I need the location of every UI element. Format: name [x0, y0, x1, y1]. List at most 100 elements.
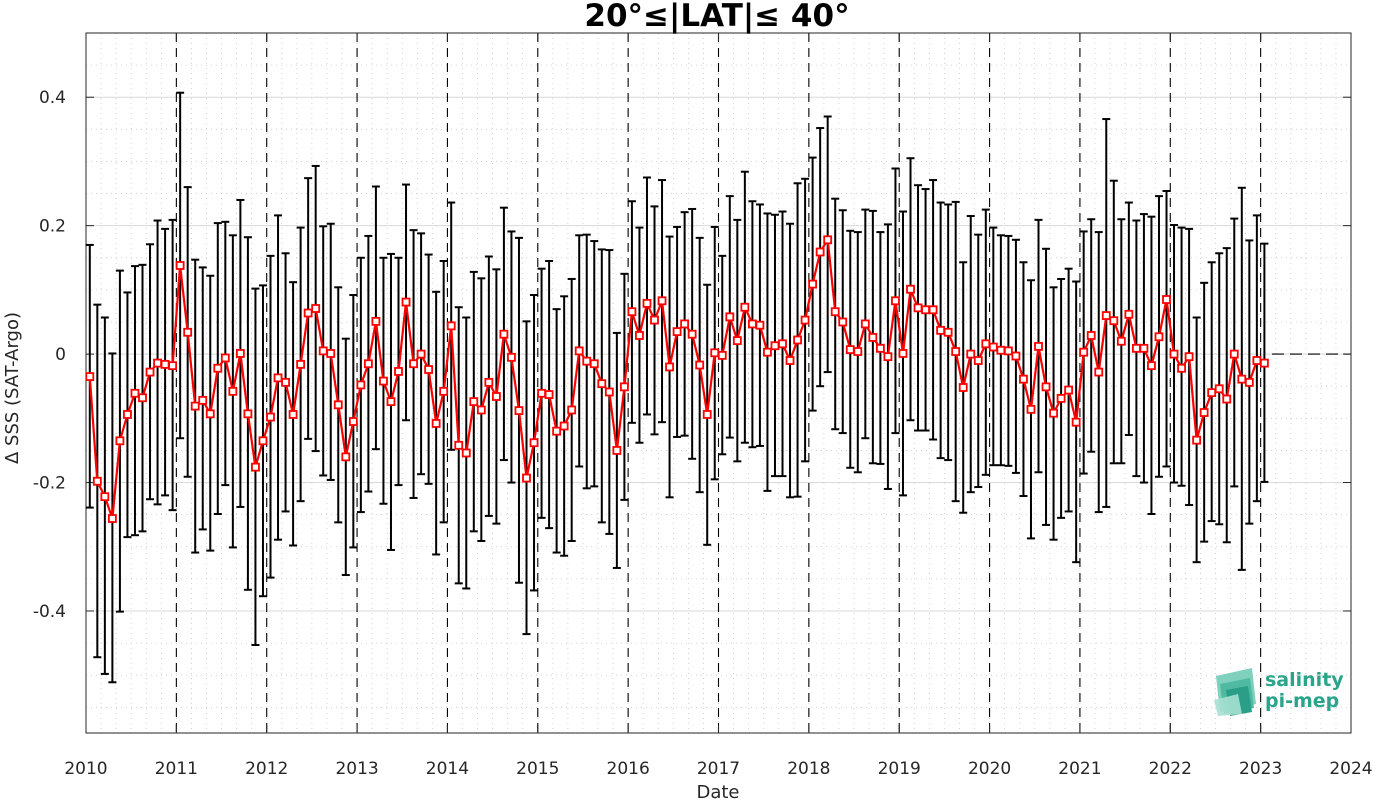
data-point [552, 426, 562, 436]
x-tick-label: 2019 [878, 759, 921, 779]
data-point [175, 261, 185, 270]
data-point [951, 347, 961, 356]
data-point [702, 410, 712, 419]
x-tick-label: 2010 [64, 759, 107, 779]
y-tick-label: 0.2 [39, 217, 66, 237]
data-point [379, 376, 388, 386]
errorbar-layer [85, 91, 1269, 684]
data-point [1139, 343, 1149, 353]
data-point [898, 349, 908, 358]
data-point [311, 304, 321, 313]
data-point [1192, 435, 1202, 445]
data-point [1214, 384, 1224, 394]
x-tick-label: 2020 [968, 759, 1011, 779]
data-point [921, 305, 930, 315]
data-point [906, 284, 915, 294]
data-point [107, 514, 117, 523]
data-point [800, 315, 810, 325]
data-point [183, 327, 193, 337]
data-point [198, 395, 208, 405]
data-point [1116, 336, 1126, 346]
data-point [205, 409, 215, 419]
data-point [1147, 361, 1156, 371]
y-tick-labels: -0.4 -0.2 0 0.2 0.4 [33, 88, 66, 622]
data-point [296, 359, 306, 369]
data-point [665, 362, 674, 372]
data-point [213, 363, 223, 373]
data-point [808, 279, 818, 289]
data-point [1101, 311, 1111, 320]
data-point [484, 377, 494, 387]
data-point [1131, 343, 1141, 353]
y-axis-label: Δ SSS (SAT-Argo) [2, 312, 23, 464]
data-point [461, 448, 471, 458]
data-point [996, 345, 1006, 355]
data-point [830, 307, 840, 317]
data-point [815, 247, 825, 257]
data-point [770, 341, 780, 351]
year-boundary-lines [175, 33, 1351, 733]
logo-mark-icon [1214, 668, 1256, 716]
data-point [409, 359, 418, 369]
data-point [740, 302, 750, 312]
data-point [454, 440, 464, 450]
data-point [1109, 316, 1119, 326]
data-point [973, 356, 983, 365]
data-point [190, 401, 200, 411]
x-tick-labels: 2010 2011 2012 2013 2014 2015 2016 2017 2018 2019… [64, 759, 1372, 779]
data-point [273, 373, 283, 383]
data-point [981, 339, 991, 349]
data-point [499, 329, 509, 339]
data-point [1259, 358, 1269, 368]
x-tick-label: 2024 [1329, 759, 1372, 779]
y-tick-label: -0.2 [33, 474, 66, 494]
data-point [1086, 331, 1096, 340]
data-point [476, 405, 486, 415]
data-point [958, 383, 968, 392]
salinity-pi-mep-logo: salinity pi-mep [1214, 668, 1344, 716]
logo-line2: pi-mep [1265, 690, 1339, 712]
data-point [529, 438, 539, 448]
chart-title: 20°≤|LAT|≤ 40° [584, 0, 849, 34]
data-point [635, 331, 644, 340]
data-point [838, 317, 848, 327]
data-point [868, 333, 878, 342]
data-point [680, 319, 690, 329]
data-point [401, 297, 411, 307]
data-point [988, 342, 998, 352]
data-point [394, 367, 403, 376]
data-point [1056, 394, 1066, 403]
data-point [228, 386, 238, 396]
logo-line1: salinity [1265, 669, 1344, 691]
data-point [251, 462, 260, 472]
x-tick-label: 2016 [607, 759, 650, 779]
data-point [928, 305, 938, 315]
data-point [1003, 346, 1013, 356]
data-point [1071, 417, 1081, 427]
data-point [913, 303, 923, 313]
data-point [439, 386, 449, 396]
data-point [145, 367, 155, 377]
data-point [266, 412, 275, 422]
data-point [130, 388, 140, 398]
y-tick-label: 0 [55, 345, 66, 365]
data-point [1229, 349, 1239, 359]
data-point [386, 397, 396, 407]
data-point [1019, 374, 1028, 384]
data-point [1237, 374, 1247, 384]
data-point [507, 352, 516, 362]
data-point [597, 379, 607, 389]
data-point [258, 436, 268, 446]
data-point [1154, 332, 1164, 342]
data-point [1162, 295, 1171, 304]
data-point [619, 382, 629, 392]
data-point [1079, 347, 1089, 357]
data-point [966, 349, 976, 359]
data-point [875, 343, 885, 353]
data-point [1049, 408, 1058, 418]
data-point [281, 377, 290, 387]
data-point [243, 409, 253, 419]
y-tick-label: 0.4 [39, 88, 66, 108]
data-point [642, 298, 652, 308]
data-point [747, 319, 757, 329]
